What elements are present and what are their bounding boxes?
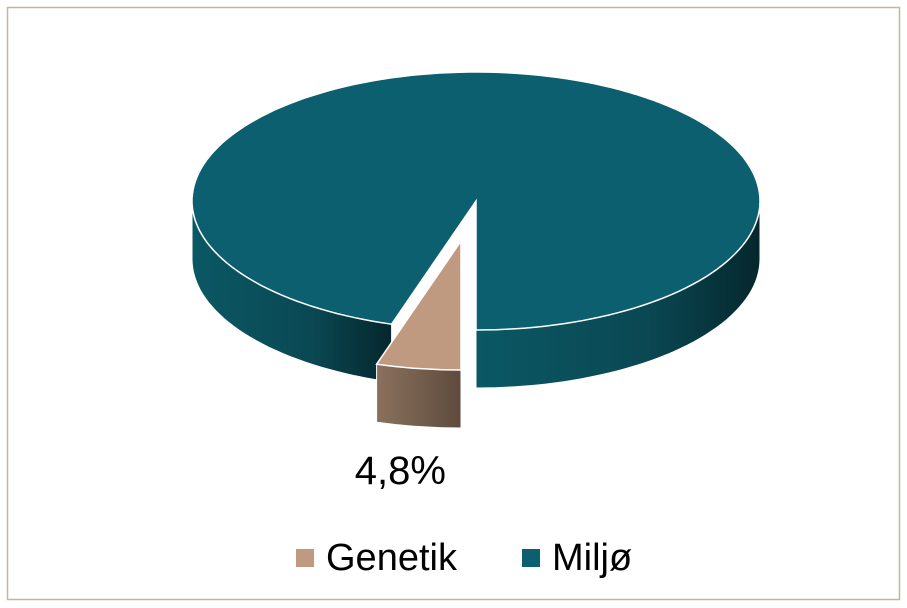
legend-swatch xyxy=(296,549,314,567)
slice xyxy=(375,238,462,371)
legend-label: Miljø xyxy=(552,537,632,579)
frame xyxy=(6,6,901,601)
slice-side xyxy=(376,363,462,429)
slice xyxy=(191,71,761,331)
data-label: 4,8% xyxy=(355,449,446,493)
legend-swatch xyxy=(522,549,540,567)
legend-label: Genetik xyxy=(326,537,458,579)
